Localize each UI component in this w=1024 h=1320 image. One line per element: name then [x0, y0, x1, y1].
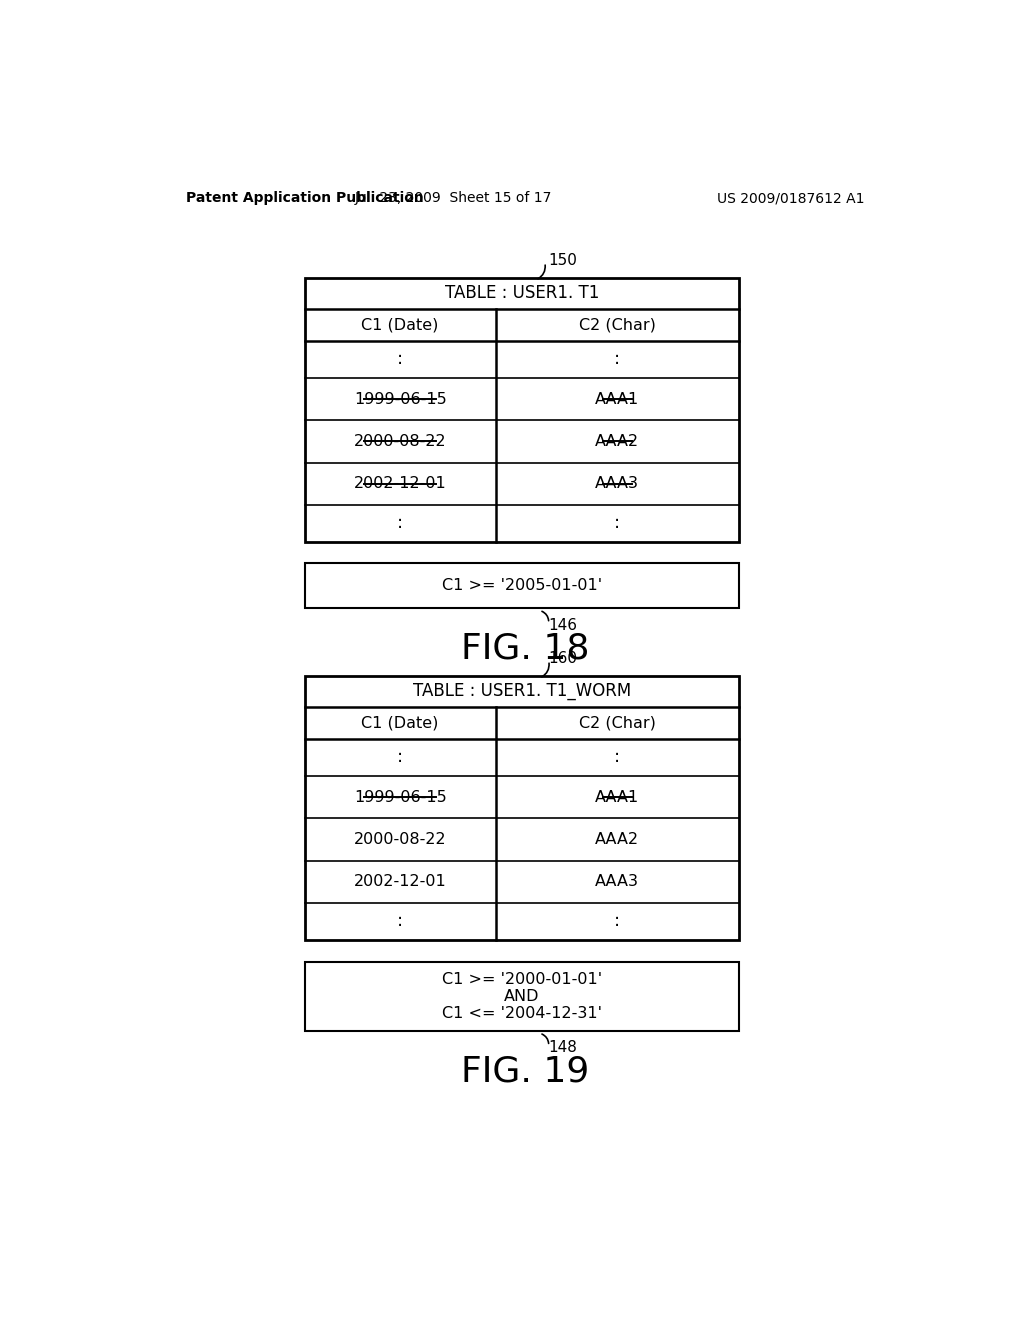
Text: TABLE : USER1. T1_WORM: TABLE : USER1. T1_WORM: [413, 682, 631, 700]
Text: TABLE : USER1. T1: TABLE : USER1. T1: [444, 284, 599, 302]
Text: 146: 146: [549, 618, 578, 632]
Bar: [305, 564, 738, 609]
Bar: [305, 676, 738, 940]
Text: 148: 148: [549, 1040, 578, 1055]
Text: AAA2: AAA2: [595, 434, 639, 449]
Text: AAA3: AAA3: [595, 874, 639, 890]
Text: :: :: [614, 912, 621, 931]
Text: 2002-12-01: 2002-12-01: [354, 477, 446, 491]
Text: :: :: [614, 748, 621, 767]
Text: C1 <= '2004-12-31': C1 <= '2004-12-31': [441, 1006, 602, 1020]
Text: :: :: [614, 515, 621, 532]
Text: :: :: [614, 350, 621, 368]
Text: Patent Application Publication: Patent Application Publication: [186, 191, 424, 206]
Text: :: :: [397, 912, 403, 931]
Text: AND: AND: [504, 989, 540, 1003]
Text: FIG. 18: FIG. 18: [461, 632, 589, 665]
Text: FIG. 19: FIG. 19: [461, 1055, 589, 1089]
Text: C1 >= '2005-01-01': C1 >= '2005-01-01': [441, 578, 602, 593]
Text: C1 (Date): C1 (Date): [361, 715, 439, 730]
Text: AAA3: AAA3: [595, 477, 639, 491]
Text: AAA1: AAA1: [595, 789, 639, 805]
Text: :: :: [397, 350, 403, 368]
Bar: [305, 961, 738, 1031]
Bar: [305, 277, 738, 541]
Text: C1 (Date): C1 (Date): [361, 317, 439, 333]
Text: 2000-08-22: 2000-08-22: [354, 434, 446, 449]
Text: 1999-06-15: 1999-06-15: [354, 392, 446, 407]
Text: 2000-08-22: 2000-08-22: [354, 832, 446, 847]
Text: 2002-12-01: 2002-12-01: [354, 874, 446, 890]
Text: 160: 160: [549, 651, 578, 667]
Text: Jul. 23, 2009  Sheet 15 of 17: Jul. 23, 2009 Sheet 15 of 17: [354, 191, 552, 206]
Text: AAA2: AAA2: [595, 832, 639, 847]
Text: 150: 150: [549, 253, 578, 268]
Text: C2 (Char): C2 (Char): [579, 715, 655, 730]
Text: C1 >= '2000-01-01': C1 >= '2000-01-01': [441, 972, 602, 987]
Text: AAA1: AAA1: [595, 392, 639, 407]
Text: :: :: [397, 515, 403, 532]
Text: C2 (Char): C2 (Char): [579, 317, 655, 333]
Text: :: :: [397, 748, 403, 767]
Text: US 2009/0187612 A1: US 2009/0187612 A1: [717, 191, 864, 206]
Text: 1999-06-15: 1999-06-15: [354, 789, 446, 805]
